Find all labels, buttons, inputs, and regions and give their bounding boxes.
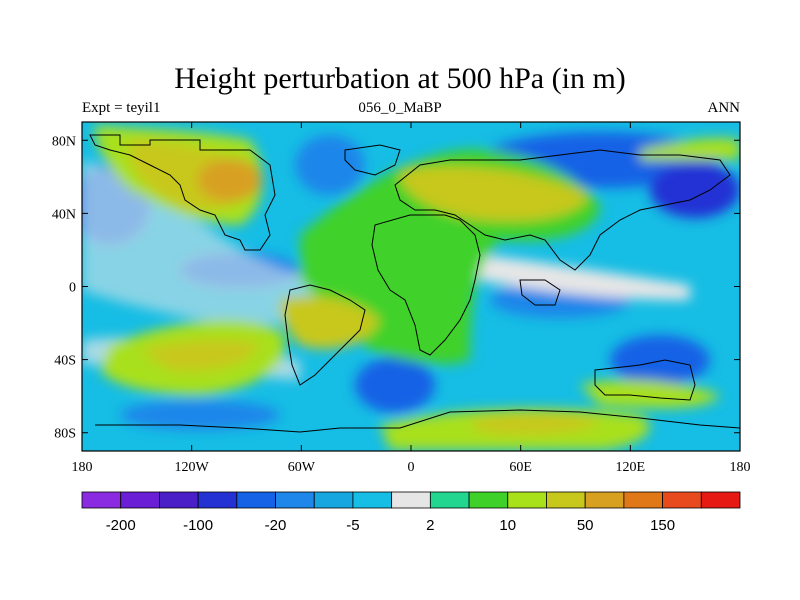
colorbar-box-14 [623, 491, 663, 509]
olive-region-eurasia [400, 166, 590, 222]
olive-region-south-pacific [140, 339, 260, 372]
x-tick-label-2: 60W [288, 460, 316, 475]
coastline-south-america [284, 284, 366, 386]
neutral-band-indian [430, 250, 690, 300]
coastline-australia [594, 359, 696, 401]
colorbar-box-0 [81, 491, 122, 509]
colorbar-box-10 [468, 491, 509, 509]
colorbar-box-12 [546, 491, 586, 509]
coastline-antarctica [95, 409, 740, 433]
colorbar-label-0: -200 [106, 517, 136, 534]
colorbar-box-6 [313, 491, 354, 509]
period-label: 056_0_MaBP [358, 100, 442, 116]
orange-region-north-america [198, 158, 262, 202]
y-tick-label-3: 40S [54, 354, 76, 369]
colorbar-box-13 [584, 491, 625, 509]
coastline-eurasia [394, 149, 731, 271]
coastline-africa [371, 214, 481, 356]
y-tick-label-1: 40N [52, 207, 76, 222]
x-tick-label-5: 120E [616, 460, 646, 475]
x-tick-label-0: 180 [72, 460, 93, 475]
colorbar-label-3: -5 [346, 517, 359, 534]
colorbar-box-15 [662, 491, 702, 509]
coastlines [89, 134, 740, 433]
experiment-label: Expt = teyil1 [82, 100, 161, 116]
y-tick-label-4: 80S [54, 427, 76, 442]
colorbar-box-7 [352, 491, 393, 509]
coastline-indian-subcontinent [519, 279, 561, 306]
colorbar: -200 -100 -20 -5 2 10 50 150 [81, 491, 741, 534]
blue-region-north-atlantic [295, 135, 365, 195]
height-field [82, 122, 740, 451]
colorbar-box-9 [429, 491, 470, 509]
colorbar-box-3 [197, 491, 238, 509]
blue-region-southatlantic [355, 357, 435, 413]
y-axis: 80N 40N 0 40S 80S [52, 134, 740, 442]
coastline-greenland [344, 144, 401, 176]
colorbar-box-8 [391, 491, 431, 509]
x-tick-label-1: 120W [175, 460, 210, 475]
colorbar-box-2 [159, 491, 199, 509]
x-tick-label-6: 180 [730, 460, 751, 475]
colorbar-label-6: 50 [577, 517, 594, 534]
colorbar-box-16 [700, 491, 741, 509]
colorbar-label-4: 2 [426, 517, 434, 534]
colorbar-box-1 [120, 491, 160, 509]
x-tick-label-3: 0 [408, 460, 415, 475]
colorbar-label-2: -20 [265, 517, 287, 534]
olive-region-antarctica [470, 413, 600, 435]
colorbar-label-5: 10 [499, 517, 516, 534]
plot-title: Height perturbation at 500 hPa (in m) [174, 62, 626, 95]
blue-region-southern-ocean [120, 400, 280, 430]
coastline-north-america [89, 134, 276, 251]
colorbar-box-4 [236, 491, 276, 509]
colorbar-box-5 [275, 491, 315, 509]
colorbar-box-11 [507, 491, 547, 509]
colorbar-label-1: -100 [183, 517, 213, 534]
y-tick-label-2: 0 [69, 281, 76, 296]
colorbar-label-7: 150 [650, 517, 675, 534]
y-tick-label-0: 80N [52, 134, 76, 149]
blue-region-southpacific [610, 335, 710, 385]
yellowgreen-region-southern-indian [580, 379, 720, 408]
season-label: ANN [707, 100, 741, 116]
x-tick-label-4: 60E [509, 460, 532, 475]
x-axis: 180 120W 60W 0 60E 120E 180 [72, 122, 751, 475]
